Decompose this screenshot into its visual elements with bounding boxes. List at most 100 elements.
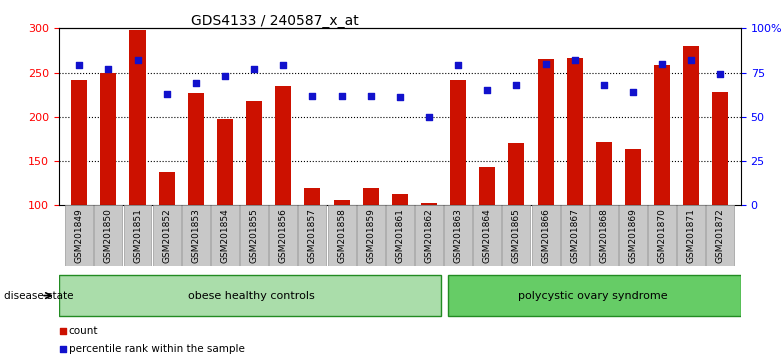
Point bbox=[714, 72, 727, 77]
Point bbox=[161, 91, 173, 97]
Bar bbox=[158, 172, 175, 205]
Bar bbox=[304, 188, 321, 205]
FancyBboxPatch shape bbox=[59, 275, 441, 316]
Point bbox=[394, 95, 406, 100]
Bar bbox=[129, 30, 146, 205]
Point bbox=[102, 66, 114, 72]
Text: GSM201870: GSM201870 bbox=[658, 208, 666, 263]
Point bbox=[73, 63, 85, 68]
Bar bbox=[275, 86, 292, 205]
Text: GSM201859: GSM201859 bbox=[366, 208, 376, 263]
Point bbox=[365, 93, 377, 98]
Bar bbox=[450, 80, 466, 205]
Text: GSM201856: GSM201856 bbox=[279, 208, 288, 263]
Point bbox=[452, 63, 464, 68]
FancyBboxPatch shape bbox=[94, 205, 122, 266]
Point bbox=[656, 61, 669, 67]
Bar bbox=[684, 46, 699, 205]
FancyBboxPatch shape bbox=[357, 205, 385, 266]
FancyBboxPatch shape bbox=[386, 205, 414, 266]
FancyBboxPatch shape bbox=[648, 205, 676, 266]
Text: GDS4133 / 240587_x_at: GDS4133 / 240587_x_at bbox=[191, 14, 358, 28]
Bar bbox=[333, 200, 350, 205]
Text: obese healthy controls: obese healthy controls bbox=[188, 291, 315, 301]
Point bbox=[597, 82, 610, 88]
Bar bbox=[421, 202, 437, 205]
FancyBboxPatch shape bbox=[182, 205, 210, 266]
Bar bbox=[625, 149, 641, 205]
FancyBboxPatch shape bbox=[240, 205, 268, 266]
Text: GSM201867: GSM201867 bbox=[570, 208, 579, 263]
Point bbox=[423, 114, 435, 120]
Point bbox=[277, 63, 289, 68]
FancyBboxPatch shape bbox=[706, 205, 735, 266]
Text: GSM201866: GSM201866 bbox=[541, 208, 550, 263]
Bar bbox=[538, 59, 554, 205]
Bar bbox=[71, 80, 87, 205]
Bar bbox=[363, 188, 379, 205]
Bar bbox=[567, 58, 583, 205]
Text: GSM201862: GSM201862 bbox=[424, 208, 434, 263]
Text: GSM201855: GSM201855 bbox=[249, 208, 259, 263]
Text: GSM201849: GSM201849 bbox=[74, 208, 84, 263]
Bar bbox=[100, 73, 116, 205]
Point bbox=[685, 57, 698, 63]
FancyBboxPatch shape bbox=[328, 205, 355, 266]
Text: GSM201850: GSM201850 bbox=[103, 208, 113, 263]
Text: GSM201857: GSM201857 bbox=[308, 208, 317, 263]
Point bbox=[284, 285, 296, 291]
Text: GSM201871: GSM201871 bbox=[687, 208, 696, 263]
Text: GSM201858: GSM201858 bbox=[337, 208, 346, 263]
Point bbox=[219, 73, 231, 79]
FancyBboxPatch shape bbox=[503, 205, 531, 266]
Point bbox=[568, 57, 581, 63]
Point bbox=[190, 80, 202, 86]
Bar bbox=[508, 143, 524, 205]
Text: GSM201868: GSM201868 bbox=[600, 208, 608, 263]
Text: disease state: disease state bbox=[4, 291, 74, 301]
Bar bbox=[188, 93, 204, 205]
FancyBboxPatch shape bbox=[619, 205, 647, 266]
FancyBboxPatch shape bbox=[65, 205, 93, 266]
Point bbox=[248, 66, 260, 72]
Text: GSM201851: GSM201851 bbox=[133, 208, 142, 263]
Text: polycystic ovary syndrome: polycystic ovary syndrome bbox=[517, 291, 667, 301]
FancyBboxPatch shape bbox=[299, 205, 326, 266]
FancyBboxPatch shape bbox=[561, 205, 589, 266]
Bar bbox=[392, 194, 408, 205]
Text: GSM201872: GSM201872 bbox=[716, 208, 725, 263]
Text: percentile rank within the sample: percentile rank within the sample bbox=[68, 344, 245, 354]
FancyBboxPatch shape bbox=[269, 205, 297, 266]
Text: GSM201853: GSM201853 bbox=[191, 208, 200, 263]
Bar bbox=[596, 143, 612, 205]
Text: GSM201865: GSM201865 bbox=[512, 208, 521, 263]
Text: count: count bbox=[68, 326, 98, 336]
FancyBboxPatch shape bbox=[211, 205, 239, 266]
Text: GSM201864: GSM201864 bbox=[483, 208, 492, 263]
FancyBboxPatch shape bbox=[590, 205, 618, 266]
FancyBboxPatch shape bbox=[532, 205, 560, 266]
Text: GSM201852: GSM201852 bbox=[162, 208, 171, 263]
Bar bbox=[217, 120, 233, 205]
Text: GSM201869: GSM201869 bbox=[629, 208, 637, 263]
Bar bbox=[654, 65, 670, 205]
FancyBboxPatch shape bbox=[445, 205, 472, 266]
Point bbox=[284, 124, 296, 130]
Point bbox=[510, 82, 523, 88]
Bar bbox=[713, 92, 728, 205]
FancyBboxPatch shape bbox=[415, 205, 443, 266]
Text: GSM201863: GSM201863 bbox=[454, 208, 463, 263]
Text: GSM201861: GSM201861 bbox=[395, 208, 405, 263]
Text: GSM201854: GSM201854 bbox=[220, 208, 230, 263]
Point bbox=[131, 57, 143, 63]
Point bbox=[626, 89, 639, 95]
Bar bbox=[246, 101, 262, 205]
FancyBboxPatch shape bbox=[153, 205, 180, 266]
Point bbox=[336, 93, 348, 98]
Point bbox=[306, 93, 318, 98]
FancyBboxPatch shape bbox=[448, 275, 741, 316]
FancyBboxPatch shape bbox=[124, 205, 151, 266]
FancyBboxPatch shape bbox=[474, 205, 501, 266]
FancyBboxPatch shape bbox=[677, 205, 706, 266]
Point bbox=[481, 87, 494, 93]
